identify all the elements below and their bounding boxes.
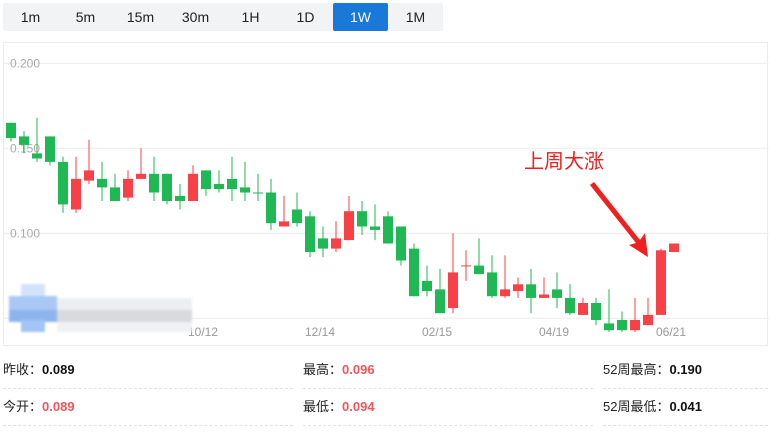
tab-1w[interactable]: 1W (333, 3, 388, 31)
candle-body (292, 209, 302, 224)
stat-value: 0.096 (342, 362, 375, 377)
candle-body (526, 284, 536, 298)
candle-body (448, 272, 458, 309)
tab-1h[interactable]: 1H (241, 9, 260, 25)
stat-label: 昨收： (3, 362, 43, 377)
candle-body (630, 320, 640, 331)
tab-1m[interactable]: 1M (405, 9, 426, 25)
stats-row: 昨收：0.089 最高：0.096 52周最高：0.190 (3, 352, 768, 389)
candle-body (175, 195, 185, 201)
candle-body (123, 178, 133, 198)
x-tick-label: 06/21 (656, 325, 686, 339)
candle-body (318, 238, 328, 249)
stat-item: 52周最高：0.190 (603, 352, 768, 389)
candle-body (422, 280, 432, 292)
x-tick-label: 02/15 (422, 325, 452, 339)
candle-body (565, 297, 575, 314)
candle-body (656, 250, 666, 315)
candle-body (344, 211, 354, 241)
candle-body (578, 303, 588, 315)
candle-body (6, 122, 16, 139)
stat-label: 今开： (3, 399, 43, 414)
candle-body (370, 226, 380, 230)
candle-body (591, 303, 601, 320)
candle-body (201, 170, 211, 190)
candle-body (58, 161, 68, 205)
candle-body (110, 187, 120, 201)
stat-value: 0.190 (669, 362, 703, 377)
candle-body (617, 320, 627, 331)
candle-body (357, 211, 367, 227)
stat-label: 最高： (303, 362, 343, 377)
candle-body (383, 216, 393, 244)
candle-body (162, 173, 172, 201)
candle-body (71, 178, 81, 210)
candle-body (331, 238, 341, 249)
x-tick-label: 10/12 (188, 325, 218, 339)
stat-value: 0.089 (42, 362, 75, 377)
stat-item: 昨收：0.089 (3, 352, 293, 389)
candle-body (84, 170, 94, 181)
candle-body (227, 178, 237, 190)
candle-body (97, 178, 107, 188)
stat-value: 0.094 (342, 399, 375, 414)
tab-1m[interactable]: 1m (20, 9, 41, 25)
stat-label: 52周最高： (603, 362, 670, 377)
x-tick-label: 04/19 (539, 325, 569, 339)
candle-body (149, 173, 159, 193)
candle-body (253, 192, 263, 194)
candle-body (32, 153, 42, 159)
y-tick-label: 0.150 (10, 141, 40, 155)
x-tick-label: 12/14 (305, 325, 335, 339)
stats-row: 今开：0.089 最低：0.094 52周最低：0.041 (3, 389, 768, 426)
stat-value: 0.089 (42, 399, 75, 414)
candle-body (513, 284, 523, 292)
obscured-watermark (9, 284, 192, 332)
stat-label: 52周最低： (603, 399, 670, 414)
stat-item: 今开：0.089 (3, 389, 293, 426)
stat-label: 最低： (303, 399, 343, 414)
candle-body (396, 226, 406, 261)
tab-15m[interactable]: 15m (126, 9, 155, 25)
candlestick-chart: 0.200 0.150 0.100 10/12 12/14 02/15 04/19 06/21 (3, 42, 769, 346)
candle-body (604, 323, 614, 331)
y-tick-label: 0.200 (10, 56, 40, 70)
candle-body (266, 192, 276, 224)
y-tick-label: 0.100 (10, 226, 40, 240)
candle-body (45, 136, 55, 162)
candle-body (136, 173, 146, 179)
candle-body (500, 289, 510, 297)
stat-item: 最低：0.094 (303, 389, 593, 426)
candle-body (539, 294, 549, 298)
candle-body (552, 289, 562, 298)
stat-item: 52周最低：0.041 (603, 389, 768, 426)
candle-body (435, 289, 445, 314)
candle-body (487, 272, 497, 297)
tab-5m[interactable]: 5m (75, 9, 96, 25)
candle-body (214, 184, 224, 190)
candle-body (188, 173, 198, 201)
candle-body (474, 265, 484, 275)
timeframe-tabs: 1m 5m 15m 30m 1H 1D 1W 1M (3, 3, 443, 31)
stat-item: 最高：0.096 (303, 352, 593, 389)
candle-body (305, 216, 315, 252)
candle-body (19, 136, 29, 145)
candle-body (409, 248, 419, 297)
candle-body (669, 243, 679, 252)
tab-30m[interactable]: 30m (181, 9, 210, 25)
candle-body (240, 187, 250, 193)
stat-value: 0.041 (669, 399, 703, 414)
candle-body (279, 221, 289, 227)
chart-svg: 0.200 0.150 0.100 10/12 12/14 02/15 04/19 06/21 (4, 56, 769, 339)
candle-body (643, 314, 653, 326)
tab-1d[interactable]: 1D (296, 9, 315, 25)
candle-body (461, 265, 471, 267)
stats-panel: 昨收：0.089 最高：0.096 52周最高：0.190 今开：0.089 最低：0.… (3, 352, 768, 426)
annotation-text: 上周大涨 (524, 149, 604, 173)
